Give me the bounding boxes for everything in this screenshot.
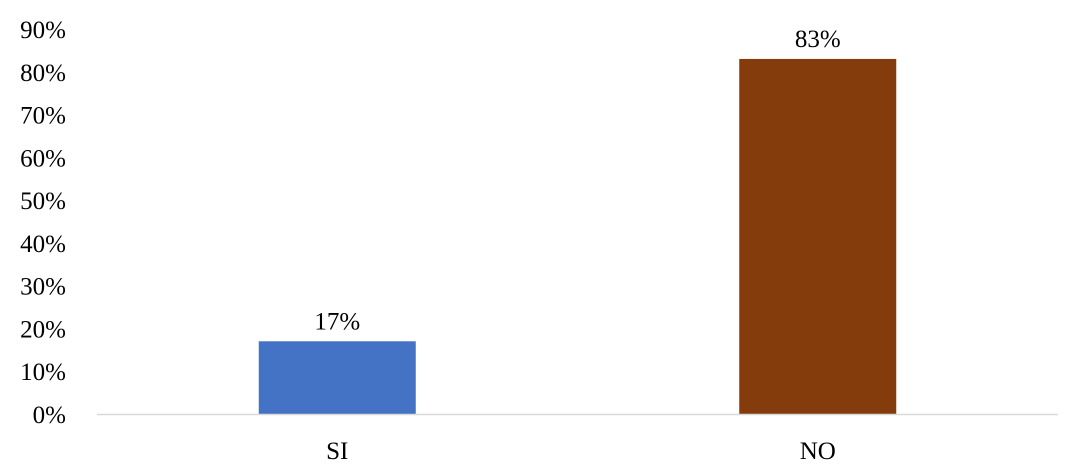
y-tick-label: 20% <box>20 316 66 343</box>
data-label-si: 17% <box>314 308 360 335</box>
y-tick-label: 40% <box>20 231 66 258</box>
y-tick-label: 70% <box>20 103 66 130</box>
data-labels-group: 17% 83% <box>314 26 840 335</box>
bar-si <box>258 341 416 414</box>
x-category-label-si: SI <box>326 438 348 465</box>
y-tick-label: 30% <box>20 274 66 301</box>
y-tick-label: 50% <box>20 188 66 215</box>
bars-group <box>258 58 897 414</box>
y-axis-tick-labels: 0% 10% 20% 30% 40% 50% 60% 70% 80% 90% <box>20 17 66 429</box>
x-axis-category-labels: SI NO <box>326 438 836 465</box>
y-tick-label: 90% <box>20 17 66 44</box>
y-tick-label: 10% <box>20 359 66 386</box>
y-tick-label: 0% <box>33 402 66 429</box>
data-label-no: 83% <box>795 26 841 53</box>
bar-no <box>739 58 897 414</box>
y-tick-label: 80% <box>20 60 66 87</box>
y-tick-label: 60% <box>20 145 66 172</box>
x-category-label-no: NO <box>800 438 836 465</box>
